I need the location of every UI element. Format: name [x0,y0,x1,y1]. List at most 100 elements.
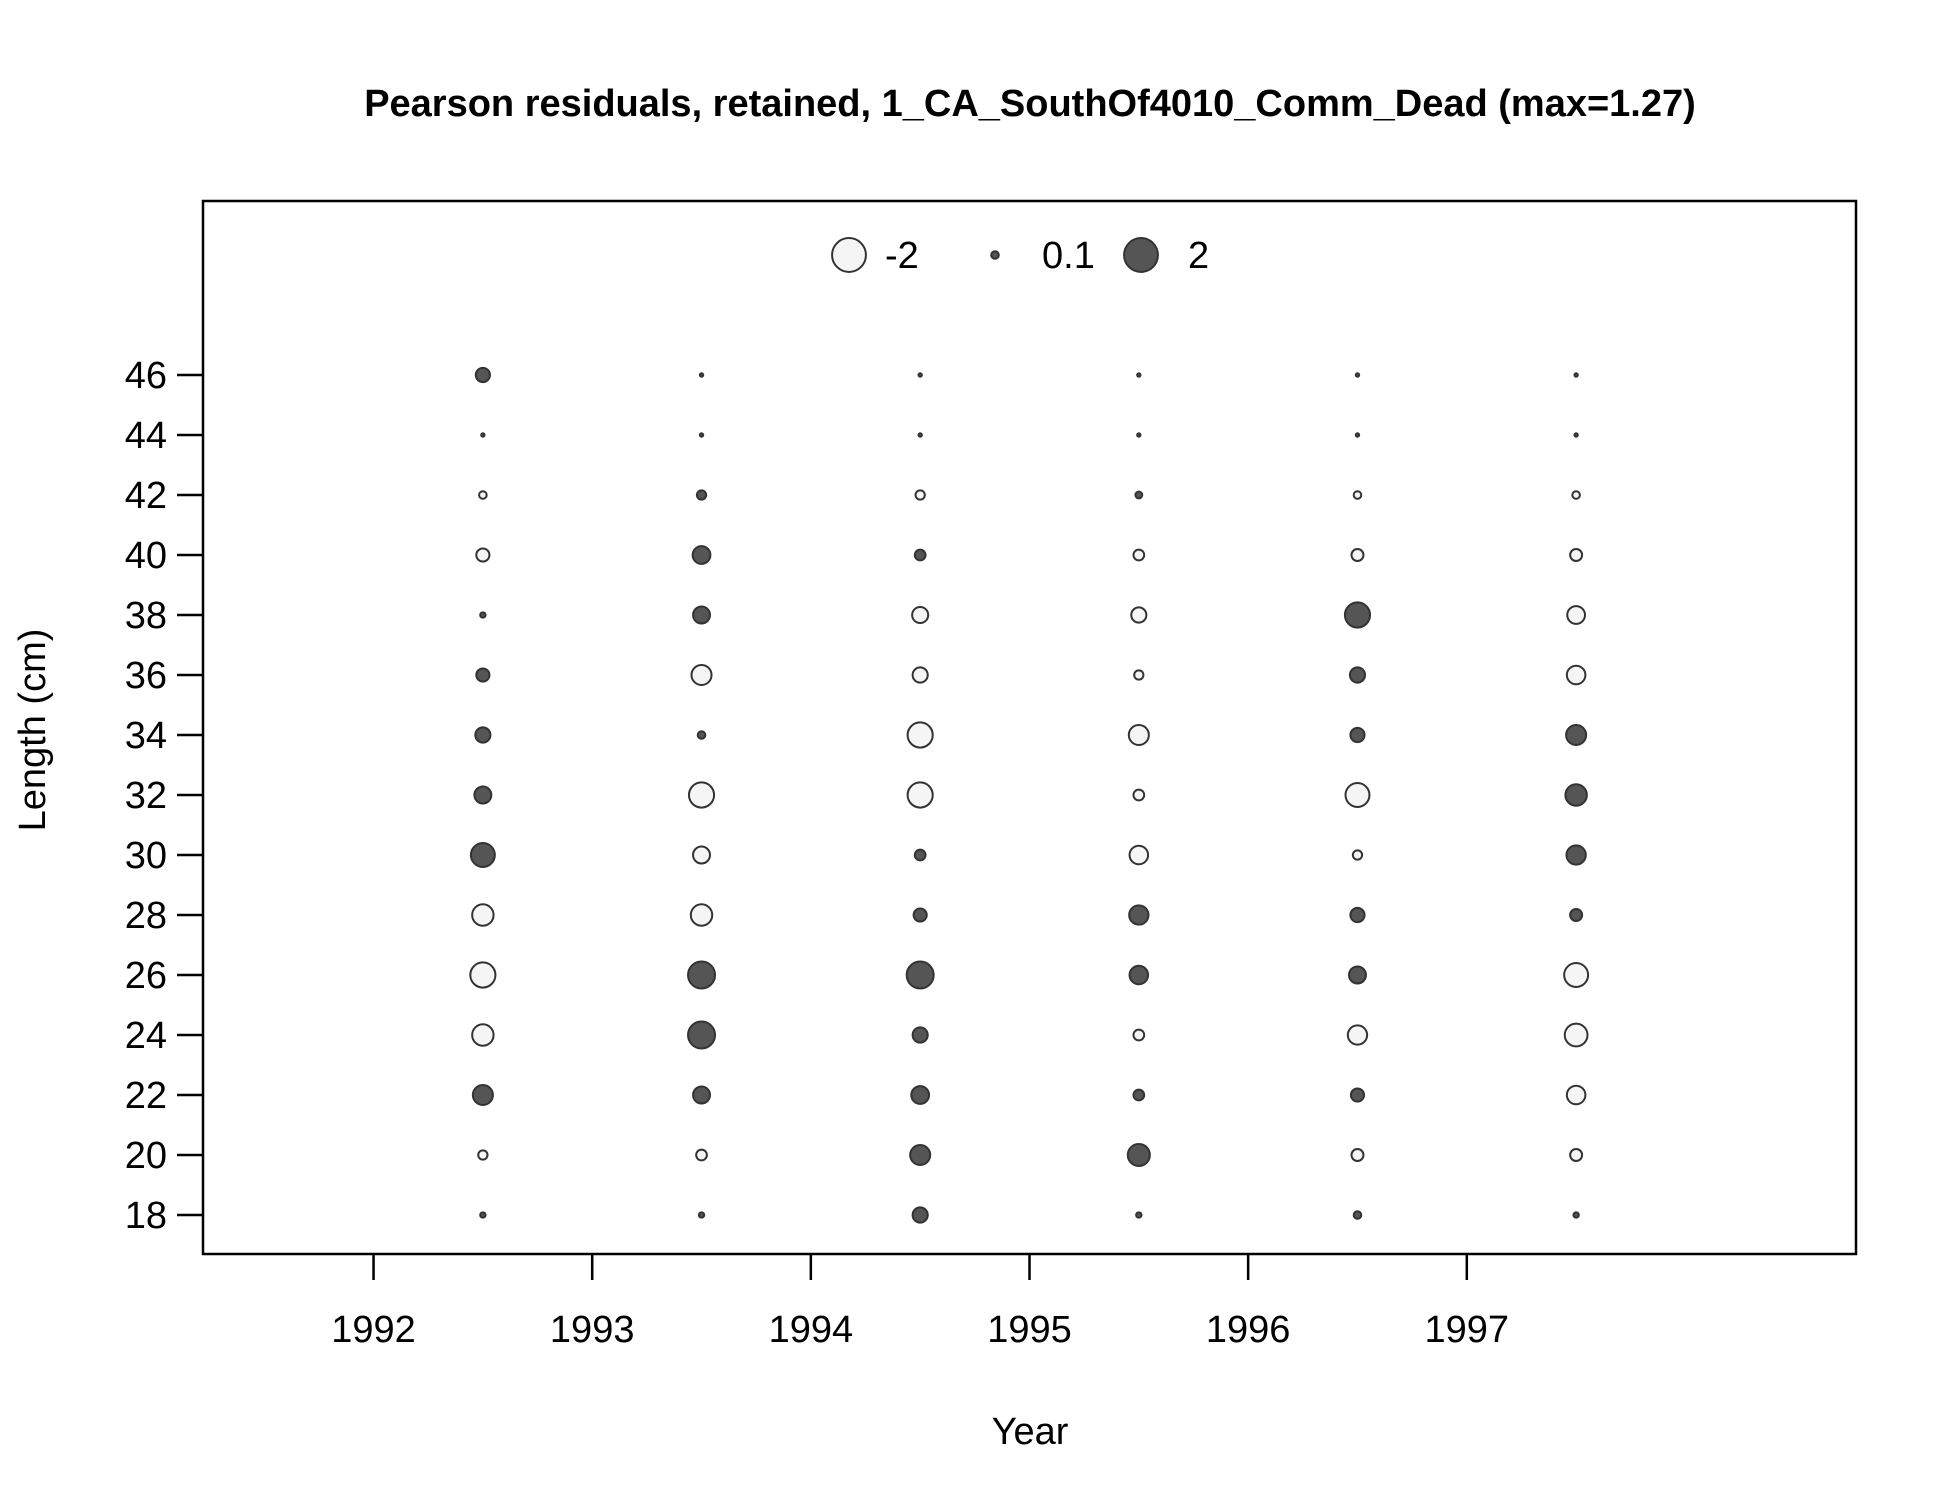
bubble-1997.5-26 [1563,962,1590,988]
bubble-1995.5-42 [1134,490,1144,500]
y-tick-label-30: 30 [125,835,167,877]
bubble-1996.5-44 [1354,432,1361,438]
bubble-1996.5-40 [1350,548,1365,562]
bubble-1995.5-36 [1133,669,1145,681]
x-tick-label-1994: 1994 [769,1309,854,1351]
y-tick-label-46: 46 [125,355,167,397]
legend-marker-1 [990,250,1000,260]
bubble-1994.5-38 [911,605,930,625]
bubble-1995.5-26 [1128,964,1150,986]
bubble-1995.5-20 [1126,1142,1151,1168]
bubble-1995.5-32 [1132,788,1146,802]
bubble-1994.5-26 [905,960,935,990]
bubble-1993.5-46 [698,372,705,378]
bubble-1996.5-18 [1352,1210,1363,1220]
y-tick-label-38: 38 [125,595,167,637]
legend: -2 0.1 2 [831,235,1209,277]
bubble-1993.5-34 [696,730,707,740]
y-tick-label-42: 42 [125,475,167,517]
bubble-1996.5-42 [1352,490,1363,500]
bubble-1996.5-28 [1349,906,1366,924]
bubble-1997.5-24 [1563,1022,1589,1048]
bubble-1996.5-20 [1350,1148,1365,1162]
y-tick-label-44: 44 [125,415,167,457]
bubble-1996.5-32 [1344,782,1371,808]
bubble-1994.5-40 [913,548,927,562]
bubble-1997.5-38 [1566,605,1587,625]
bubble-1992.5-40 [475,547,491,563]
bubble-1997.5-36 [1565,664,1587,686]
bubble-1995.5-46 [1136,372,1142,378]
bubble-1996.5-26 [1348,965,1367,985]
bubble-1992.5-22 [471,1083,494,1107]
y-tick-label-28: 28 [125,895,167,937]
bubble-1993.5-24 [687,1020,717,1050]
bubble-1993.5-26 [687,960,717,990]
y-tick-label-20: 20 [125,1135,167,1177]
y-tick-label-40: 40 [125,535,167,577]
bubble-1997.5-20 [1569,1148,1584,1162]
bubble-1996.5-24 [1346,1024,1369,1046]
bubble-1994.5-44 [917,432,923,438]
bubble-1994.5-34 [906,721,934,749]
bubble-1994.5-36 [911,666,929,684]
bubble-1997.5-30 [1565,844,1587,866]
bubble-1992.5-32 [473,785,493,805]
bubble-1995.5-30 [1128,844,1150,866]
bubble-1992.5-20 [477,1149,489,1161]
y-tick-label-34: 34 [125,715,167,757]
legend-marker-2 [1123,237,1159,273]
bubble-1997.5-32 [1564,783,1588,807]
bubble-1997.5-28 [1569,908,1584,922]
bubble-1992.5-42 [478,490,488,500]
bubble-1997.5-42 [1571,490,1581,500]
bubble-1996.5-22 [1349,1087,1366,1103]
bubble-1995.5-28 [1128,904,1150,926]
bubble-layer [469,366,1590,1224]
bubble-1992.5-34 [474,726,492,744]
bubble-1995.5-34 [1127,723,1150,747]
bubble-1996.5-36 [1348,666,1367,684]
bubble-1994.5-32 [906,781,934,809]
bubble-1997.5-18 [1572,1211,1580,1219]
bubble-1996.5-46 [1354,372,1361,378]
bubble-1994.5-22 [910,1085,931,1105]
bubble-1994.5-24 [911,1026,929,1044]
bubble-1995.5-44 [1136,432,1142,438]
bubble-1996.5-34 [1349,726,1366,744]
bubble-1992.5-26 [469,961,497,989]
y-tick-label-18: 18 [125,1195,167,1237]
bubble-1992.5-18 [479,1211,487,1219]
bubble-1993.5-38 [692,605,711,625]
bubble-1994.5-42 [914,489,926,501]
bubble-1994.5-46 [917,372,923,378]
bubble-1993.5-42 [695,489,708,501]
y-axis-label: Length (cm) [12,629,54,832]
y-tick-label-22: 22 [125,1075,167,1117]
x-tick-label-1996: 1996 [1206,1309,1291,1351]
bubble-1997.5-40 [1569,548,1584,562]
legend-label-1: 0.1 [1042,235,1095,277]
bubble-1993.5-30 [692,845,711,865]
bubble-1995.5-22 [1132,1088,1146,1102]
bubble-1997.5-46 [1573,372,1579,378]
bubble-1996.5-30 [1351,849,1364,861]
bubble-1994.5-20 [909,1143,932,1167]
bubble-1995.5-18 [1135,1211,1143,1219]
legend-label-2: 2 [1188,235,1209,277]
bubble-1992.5-36 [475,667,491,683]
bubble-1996.5-38 [1343,601,1372,629]
y-axis: 18 20 22 24 26 28 30 32 34 36 38 40 42 44 46 [125,355,203,1237]
bubble-1992.5-44 [480,432,486,438]
bubble-1993.5-40 [691,545,712,565]
bubble-1995.5-38 [1130,606,1148,624]
x-axis-label: Year [992,1411,1069,1453]
bubble-1993.5-32 [687,781,716,809]
y-tick-label-32: 32 [125,775,167,817]
y-tick-label-26: 26 [125,955,167,997]
bubble-1993.5-28 [689,903,714,927]
bubble-1994.5-18 [911,1206,929,1224]
bubble-1994.5-30 [913,848,927,862]
bubble-1992.5-28 [471,903,495,927]
